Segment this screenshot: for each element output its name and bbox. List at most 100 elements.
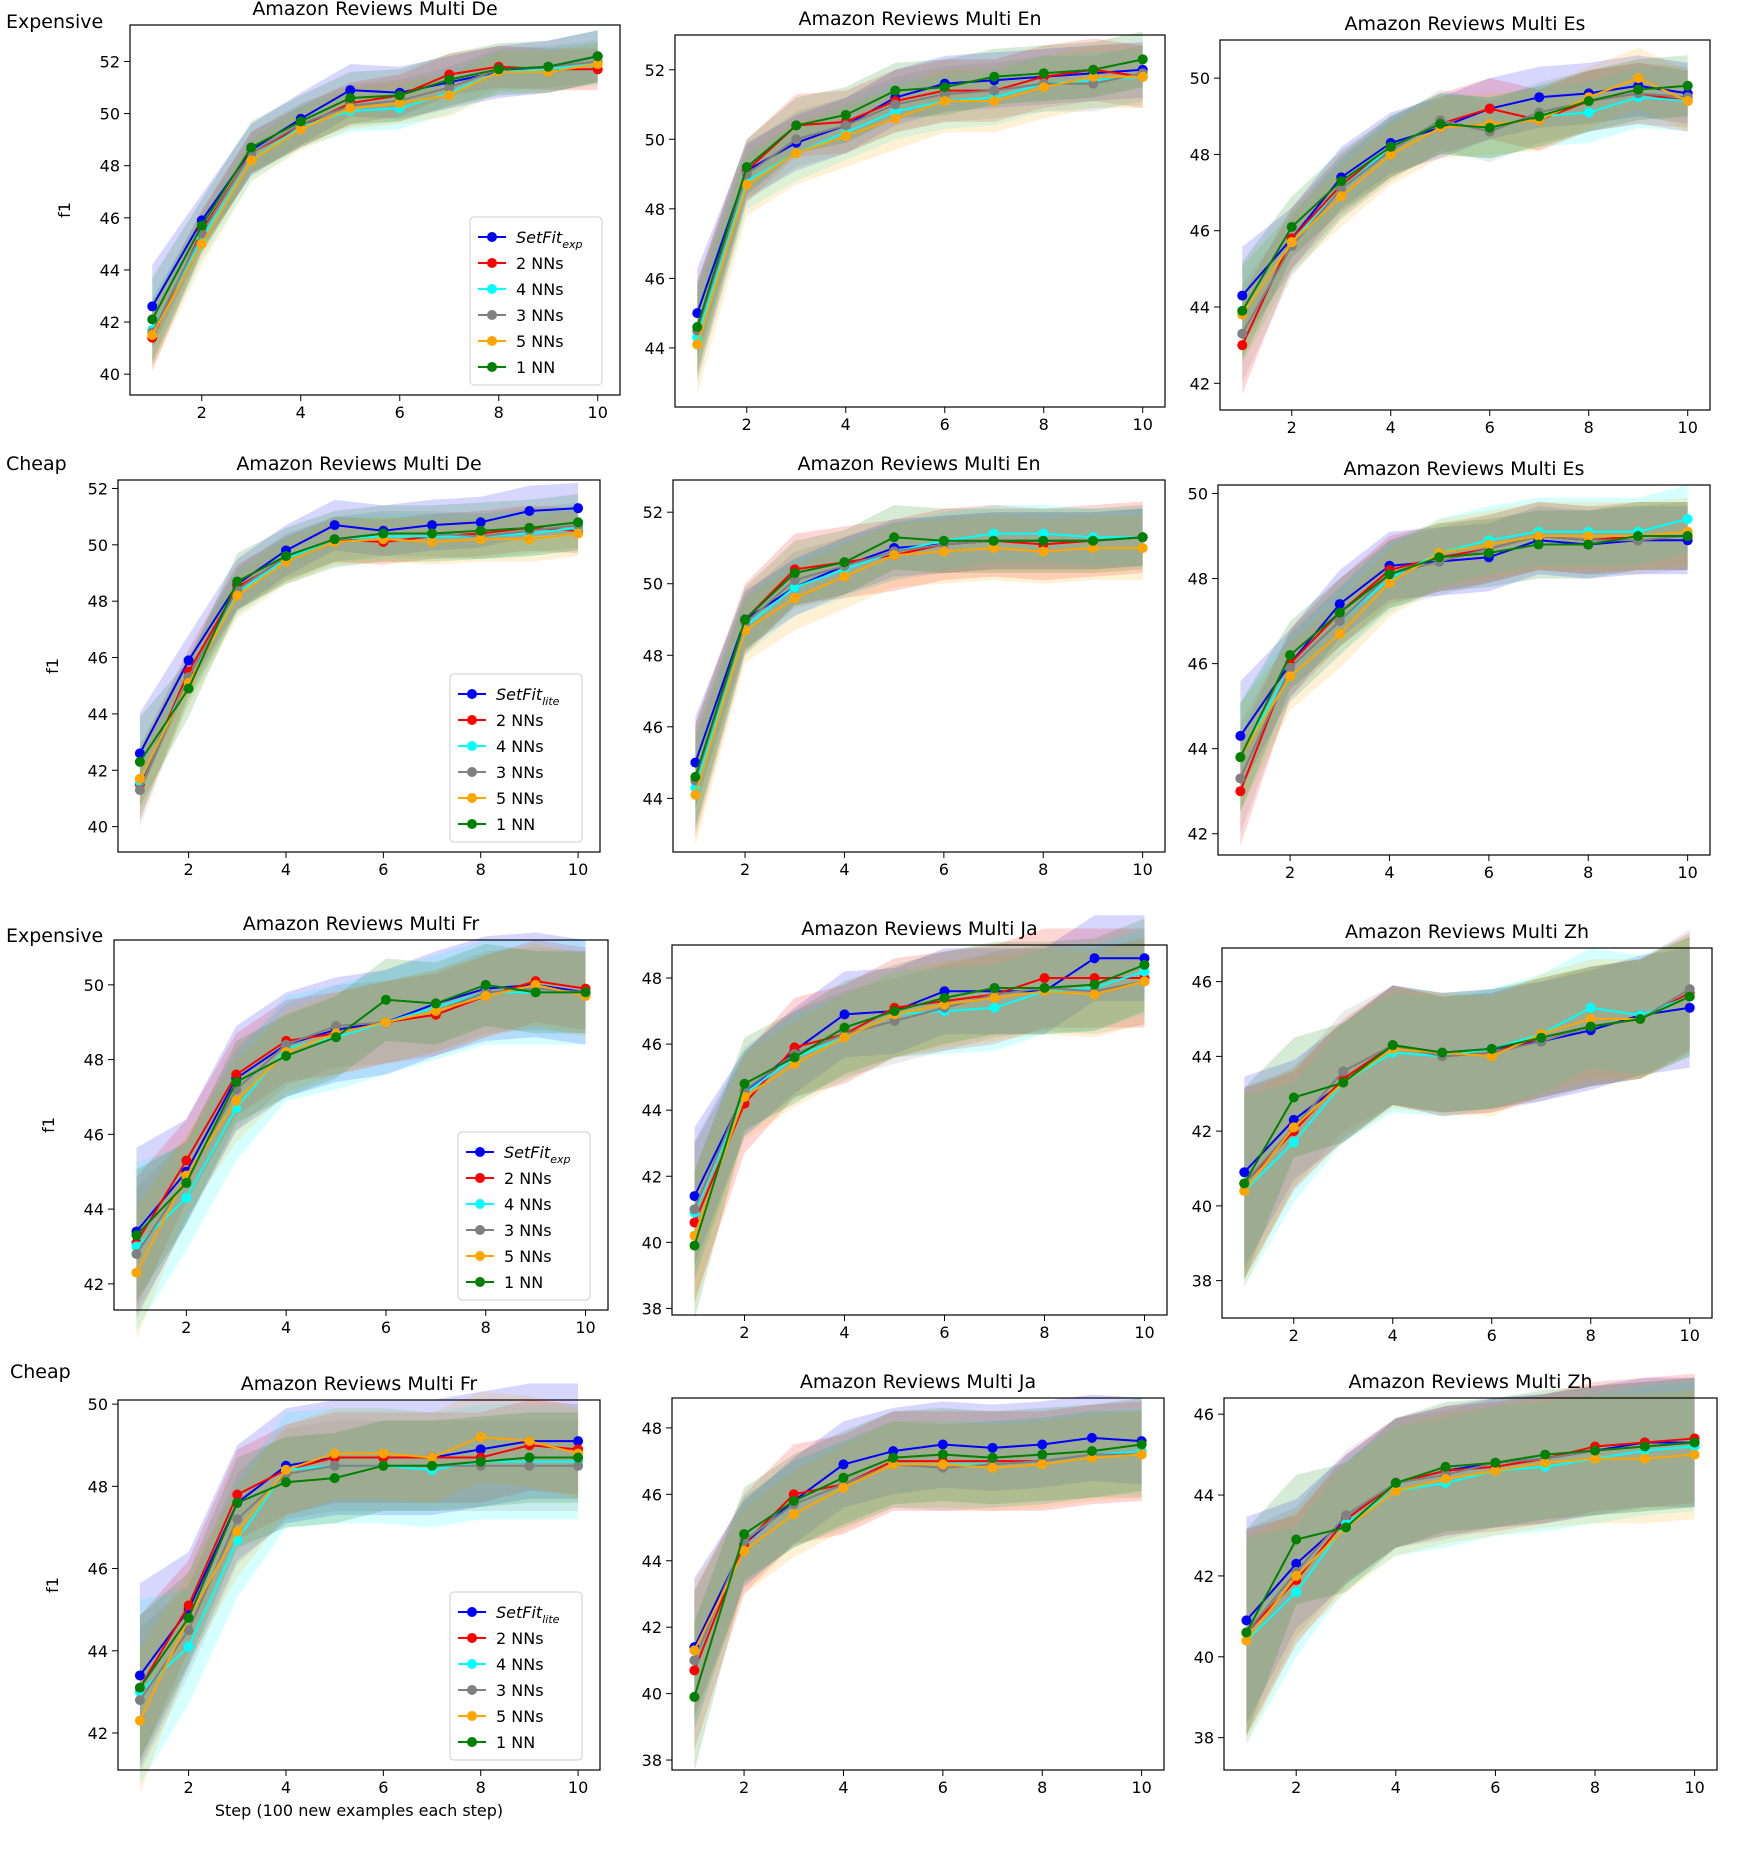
data-point [475,534,486,545]
y-tick-label: 50 [100,105,120,124]
data-point [530,987,541,998]
data-point [989,1002,1000,1013]
plot-frame [1221,947,1713,1319]
data-point [1486,1043,1497,1054]
y-tick-label: 52 [645,61,665,80]
data-point [988,542,999,553]
data-point [788,1509,799,1520]
plot-frame [1217,484,1711,856]
y-tick-label: 46 [1188,655,1208,674]
data-point [573,503,584,514]
data-point [232,1526,243,1537]
chart-title: Amazon Reviews Multi De [236,453,481,475]
x-tick-label: 2 [1287,418,1297,437]
confidence-band [695,501,1143,838]
data-point [147,301,158,312]
data-point [690,757,701,768]
x-tick-label: 8 [1039,1323,1049,1342]
data-point [839,1022,850,1033]
data-point [1384,569,1395,580]
confidence-band [697,45,1143,395]
legend-swatch-marker [487,258,497,268]
confidence-band [694,918,1145,1320]
data-point [1039,982,1050,993]
data-point [741,179,752,190]
y-tick-label: 46 [643,718,663,737]
chart-panel: Amazon Reviews Multi Fr2 4 6 8 104244464850f… [39,913,609,1339]
data-point [1390,1477,1401,1488]
data-point [331,1032,342,1043]
legend-swatch-marker [467,1737,477,1747]
confidence-band [136,943,586,1339]
x-tick-label: 2 [1289,1326,1299,1345]
x-tick-label: 4 [1388,1326,1398,1345]
x-tick-label: 10 [1677,863,1697,882]
data-point [987,1462,998,1473]
series-line [1245,1453,1695,1642]
data-point [427,1452,438,1463]
x-tick-label: 4 [1384,863,1394,882]
x-tick-label: 4 [839,1323,849,1342]
data-point [1684,1002,1695,1013]
data-point [134,756,145,767]
confidence-band [152,43,598,364]
data-point [134,1682,145,1693]
confidence-band [1244,936,1690,1287]
data-point [427,537,438,547]
y-tick-label: 50 [84,976,104,995]
confidence-band [1240,485,1688,812]
data-point [1589,1445,1600,1456]
data-point [1536,1032,1547,1043]
plot-frame [671,1397,1165,1771]
data-point [1385,141,1396,152]
data-point [1682,80,1693,91]
confidence-band [139,1412,579,1761]
data-point [573,1452,584,1463]
data-point [1341,1522,1352,1533]
data-point [1384,577,1395,588]
chart-title: Amazon Reviews Multi Ja [801,918,1037,940]
confidence-band [152,45,598,372]
legend-label: 5 NNs [496,1707,544,1726]
data-point [987,1442,998,1453]
y-tick-label: 48 [88,592,108,611]
confidence-band [697,48,1143,382]
data-point [1038,528,1049,539]
chart-title: Amazon Reviews Multi Fr [241,1373,478,1395]
data-point [183,1625,194,1636]
data-point [1387,1040,1398,1051]
series-line [1243,995,1691,1184]
y-tick-label: 44 [84,1200,104,1219]
x-tick-label: 10 [575,1318,595,1337]
data-point [331,1020,342,1031]
series-line [139,532,579,780]
x-tick-label: 8 [1039,415,1049,434]
legend-label: 5 NNs [516,332,564,351]
confidence-band [1246,1377,1695,1737]
data-point [1390,1486,1401,1496]
confidence-band [136,932,586,1316]
y-tick-label: 48 [645,200,665,219]
data-point [989,71,1000,82]
data-point [131,1248,142,1259]
series-line [693,1443,1142,1698]
legend-label-base: SetFit [496,1603,543,1622]
y-tick-label: 38 [642,1751,662,1770]
legend-swatch-marker [467,819,477,829]
x-tick-label: 6 [939,1323,949,1342]
confidence-band [694,938,1145,1305]
data-point [1589,1453,1600,1464]
x-tick-label: 2 [1285,863,1295,882]
data-point [1633,84,1644,95]
y-tick-label: 42 [100,313,120,332]
data-point [1291,1587,1302,1598]
data-point [1486,1051,1497,1062]
chart-title: Amazon Reviews Multi Zh [1348,1371,1592,1393]
confidence-band [1246,1373,1695,1737]
data-point [1286,237,1297,248]
y-tick-label: 42 [642,1167,662,1186]
data-point [791,120,802,131]
y-tick-label: 46 [645,269,665,288]
data-point [345,92,356,103]
y-tick-label: 40 [642,1685,662,1704]
